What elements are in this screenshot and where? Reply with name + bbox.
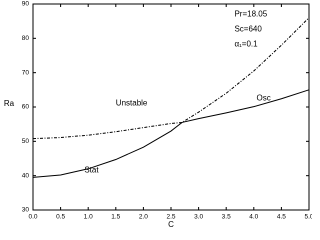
annotation: Unstable <box>116 99 148 108</box>
curve <box>32 89 310 178</box>
y-tick-label: 80 <box>22 35 30 42</box>
x-tick-label: 5.0 <box>304 214 312 221</box>
x-tick-label: 4.5 <box>277 214 286 221</box>
y-tick-label: 60 <box>22 104 30 111</box>
curve <box>32 17 310 140</box>
x-tick-label: 1.0 <box>84 214 93 221</box>
y-tick-label: 40 <box>22 172 30 179</box>
y-tick-label: 50 <box>22 138 30 145</box>
x-tick-label: 0.5 <box>56 214 65 221</box>
x-tick-label: 2.5 <box>166 214 175 221</box>
chart: C Ra 0.0 0.5 1.0 1.5 2.0 2.5 3.0 3.5 4.0 4.5 5.0 30… <box>4 1 314 229</box>
x-tick-label: 4.0 <box>249 214 258 221</box>
annotation: Pr=18.05 <box>234 9 267 18</box>
x-axis-label: C <box>168 220 174 229</box>
annotation: Sc=640 <box>234 25 262 34</box>
y-tick-label: 30 <box>22 207 30 214</box>
plot-frame <box>32 3 310 211</box>
y-tick-label: 70 <box>22 69 30 76</box>
y-tick-label: 90 <box>22 1 30 8</box>
x-tick-label: 3.0 <box>194 214 203 221</box>
x-tick-label: 1.5 <box>111 214 120 221</box>
annotation: Osc <box>257 94 271 103</box>
annotation: Stat <box>84 166 99 175</box>
x-tick-label: 2.0 <box>139 214 148 221</box>
y-axis-label: Ra <box>4 99 15 108</box>
x-tick-label: 3.5 <box>222 214 231 221</box>
annotation: α₁=0.1 <box>234 40 258 49</box>
x-tick-label: 0.0 <box>28 214 37 221</box>
